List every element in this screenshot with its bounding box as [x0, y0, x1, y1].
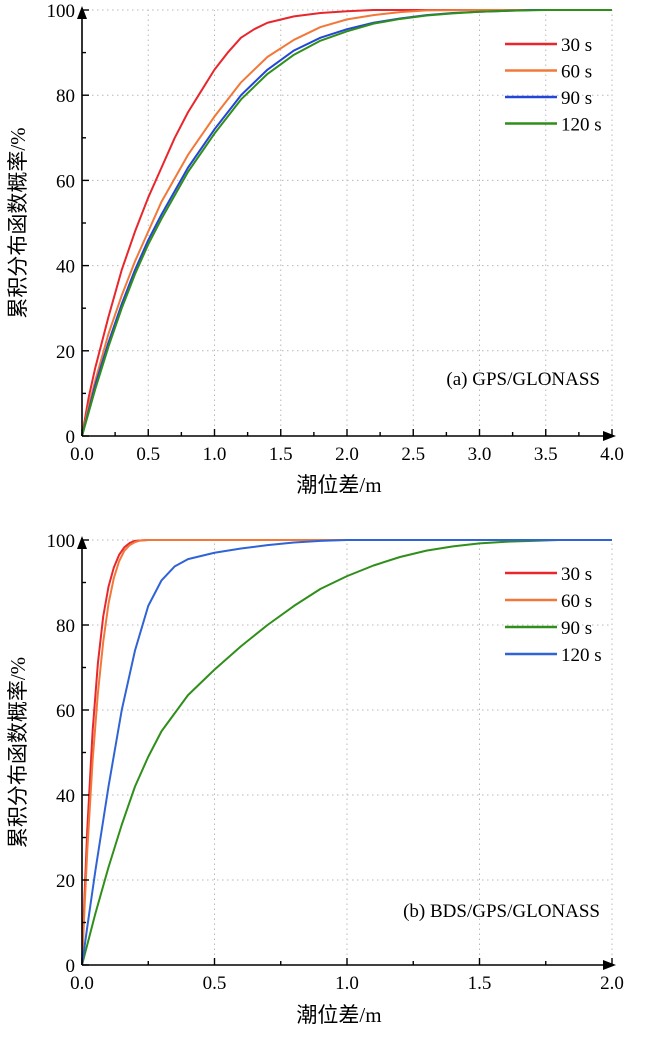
- y-tick-label: 20: [56, 871, 75, 892]
- legend-label-1: 30 s: [561, 35, 592, 56]
- y-tick-label: 40: [56, 786, 75, 807]
- x-axis-title: 潮位差/m: [296, 1003, 381, 1027]
- series-line-4: [81, 9, 612, 437]
- x-tick-label: 0.0: [70, 973, 94, 994]
- y-tick-label: 60: [56, 701, 75, 722]
- legend-label-1: 30 s: [561, 564, 592, 585]
- legend-label-3: 90 s: [561, 88, 592, 109]
- x-tick-label: 0.5: [136, 444, 160, 465]
- y-tick-label: 60: [56, 171, 75, 192]
- y-tick-label: 0: [66, 956, 76, 977]
- x-axis-title: 潮位差/m: [296, 473, 381, 497]
- y-tick-label: 80: [56, 86, 75, 107]
- chart-2: 0.0 0.5 1.0 1.5 2.0 0 20 40 60 80 100 潮位差/m 累积分布函数概率…: [6, 531, 624, 1027]
- y-axis-arrow-icon: [77, 6, 87, 19]
- y-tick-label: 100: [47, 531, 76, 552]
- y-axis-title: 累积分布函数概率/%: [6, 657, 30, 848]
- x-tick-label: 3.0: [468, 444, 492, 465]
- y-tick-label: 20: [56, 342, 75, 363]
- y-tick-label: 40: [56, 257, 75, 278]
- legend: 30 s 60 s 90 s 120 s: [505, 35, 602, 136]
- x-axis-arrow-icon: [603, 960, 616, 970]
- y-tick-label: 80: [56, 616, 75, 637]
- y-axis-arrow-icon: [77, 536, 87, 549]
- y-tick-label: 0: [66, 427, 76, 448]
- legend-label-4: 120 s: [561, 115, 602, 136]
- x-tick-label: 1.0: [203, 444, 227, 465]
- legend-label-3: 90 s: [561, 618, 592, 639]
- x-axis-arrow-icon: [603, 431, 616, 441]
- x-tick-label: 0.0: [70, 444, 94, 465]
- x-tick-label: 1.5: [269, 444, 293, 465]
- panel-annotation: (a) GPS/GLONASS: [446, 369, 600, 390]
- series-line-2: [81, 9, 612, 437]
- series-line-1: [81, 9, 612, 437]
- series-line-4: [81, 539, 612, 966]
- x-tick-label: 1.5: [468, 973, 492, 994]
- y-axis-title: 累积分布函数概率/%: [6, 127, 30, 318]
- y-tick-label: 100: [47, 1, 76, 22]
- series-line-1: [81, 539, 612, 966]
- x-tick-label: 3.5: [534, 444, 558, 465]
- x-tick-label: 1.0: [335, 973, 359, 994]
- legend-label-2: 60 s: [561, 62, 592, 83]
- x-tick-label: 0.5: [203, 973, 227, 994]
- x-tick-label: 2.0: [335, 444, 359, 465]
- series-line-3: [81, 539, 612, 966]
- legend-label-2: 60 s: [561, 591, 592, 612]
- chart-1: 0.0 0.5 1.0 1.5 2.0 2.5 3.0 3.5 4.0 0 20 40 60 80 100 潮…: [6, 1, 624, 497]
- panel-annotation: (b) BDS/GPS/GLONASS: [403, 901, 600, 922]
- series-line-2: [81, 539, 612, 966]
- legend: 30 s 60 s 90 s 120 s: [505, 564, 602, 666]
- x-tick-label: 2.0: [600, 973, 624, 994]
- x-tick-label: 4.0: [600, 444, 624, 465]
- x-tick-label: 2.5: [401, 444, 425, 465]
- legend-label-4: 120 s: [561, 645, 602, 666]
